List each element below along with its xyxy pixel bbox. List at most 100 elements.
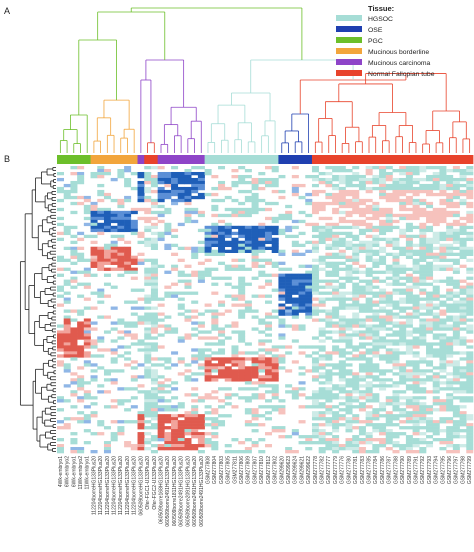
sample-label: GSM277797 bbox=[454, 456, 460, 484]
heatmap-cell bbox=[57, 354, 65, 358]
heatmap-cell bbox=[305, 276, 313, 280]
heatmap-cell bbox=[191, 420, 199, 424]
heatmap-cell bbox=[271, 231, 279, 236]
heatmap-cell bbox=[211, 228, 219, 233]
heatmap-cell bbox=[399, 267, 407, 271]
heatmap-cell bbox=[218, 261, 226, 265]
heatmap-cell bbox=[311, 411, 319, 415]
heatmap-cell bbox=[231, 237, 239, 242]
heatmap-cell bbox=[392, 402, 400, 406]
heatmap-cell bbox=[251, 351, 259, 355]
heatmap-cell bbox=[298, 210, 306, 215]
heatmap-cell bbox=[117, 198, 125, 203]
heatmap-cell bbox=[325, 318, 333, 322]
heatmap-cell bbox=[405, 348, 413, 352]
heatmap-cell bbox=[211, 249, 219, 253]
heatmap-cell bbox=[358, 291, 366, 295]
heatmap-cell bbox=[218, 246, 226, 251]
heatmap-cell bbox=[197, 195, 205, 200]
heatmap-cell bbox=[90, 354, 98, 358]
heatmap-cell bbox=[103, 219, 111, 224]
heatmap-cell bbox=[385, 213, 393, 218]
heatmap-cell bbox=[231, 210, 239, 215]
heatmap-cell bbox=[137, 435, 145, 439]
heatmap-cell bbox=[157, 396, 165, 400]
heatmap-cell bbox=[211, 240, 219, 245]
heatmap-cell bbox=[426, 252, 434, 256]
heatmap-cell bbox=[352, 450, 360, 454]
heatmap-cell bbox=[452, 447, 460, 451]
heatmap-cell bbox=[379, 423, 387, 427]
heatmap-cell bbox=[171, 282, 179, 286]
heatmap-cell bbox=[184, 315, 192, 319]
heatmap-cell bbox=[459, 342, 467, 346]
heatmap-cell bbox=[419, 450, 427, 454]
heatmap-cell bbox=[439, 366, 447, 370]
heatmap-cell bbox=[379, 171, 387, 176]
heatmap-cell bbox=[365, 384, 373, 388]
heatmap-cell bbox=[379, 213, 387, 218]
heatmap-cell bbox=[171, 330, 179, 334]
heatmap-cell bbox=[459, 306, 467, 310]
heatmap-cell bbox=[385, 411, 393, 415]
heatmap-cell bbox=[191, 166, 199, 170]
heatmap-cell bbox=[459, 399, 467, 403]
heatmap-cell bbox=[446, 213, 454, 218]
heatmap-cell bbox=[285, 435, 293, 439]
heatmap-cell bbox=[439, 357, 447, 361]
heatmap-cell bbox=[399, 186, 407, 191]
heatmap-cell bbox=[124, 399, 132, 403]
heatmap-cell bbox=[459, 387, 467, 391]
heatmap-cell bbox=[244, 267, 252, 271]
heatmap-cell bbox=[311, 303, 319, 307]
heatmap-cell bbox=[271, 216, 279, 221]
heatmap-cell bbox=[338, 291, 346, 295]
heatmap-cell bbox=[83, 342, 91, 346]
heatmap-cell bbox=[150, 450, 158, 454]
heatmap-cell bbox=[90, 240, 98, 245]
heatmap-cell bbox=[110, 369, 118, 373]
heatmap-cell bbox=[265, 246, 273, 251]
heatmap-cell bbox=[379, 369, 387, 373]
heatmap-cell bbox=[117, 171, 125, 176]
heatmap-cell bbox=[265, 417, 273, 421]
heatmap-cell bbox=[325, 231, 333, 236]
heatmap-cell bbox=[426, 375, 434, 379]
heatmap-cell bbox=[265, 207, 273, 212]
heatmap-cell bbox=[432, 312, 440, 316]
heatmap-cell bbox=[392, 333, 400, 337]
heatmap-cell bbox=[77, 309, 85, 313]
heatmap-cell bbox=[244, 243, 252, 248]
heatmap-cell bbox=[365, 342, 373, 346]
heatmap-cell bbox=[63, 351, 71, 355]
heatmap-cell bbox=[258, 171, 266, 176]
heatmap-cell bbox=[251, 228, 259, 233]
heatmap-cell bbox=[271, 249, 279, 253]
heatmap-cell bbox=[211, 342, 219, 346]
heatmap-cell bbox=[124, 330, 132, 334]
heatmap-cell bbox=[318, 228, 326, 233]
heatmap-cell bbox=[70, 270, 78, 274]
heatmap-cell bbox=[392, 348, 400, 352]
heatmap-cell bbox=[345, 444, 353, 448]
heatmap-cell bbox=[177, 186, 185, 191]
heatmap-cell bbox=[332, 384, 340, 388]
heatmap-cell bbox=[258, 381, 266, 385]
heatmap-cell bbox=[379, 381, 387, 385]
heatmap-cell bbox=[432, 279, 440, 283]
heatmap-cell bbox=[446, 198, 454, 203]
heatmap-cell bbox=[338, 330, 346, 334]
heatmap-cell bbox=[318, 204, 326, 209]
heatmap-cell bbox=[278, 249, 286, 253]
heatmap-cell bbox=[103, 282, 111, 286]
heatmap-cell bbox=[439, 246, 447, 251]
heatmap-cell bbox=[218, 219, 226, 224]
heatmap-cell bbox=[97, 294, 105, 298]
heatmap-cell bbox=[365, 267, 373, 271]
heatmap-cell bbox=[338, 366, 346, 370]
heatmap-cell bbox=[70, 438, 78, 442]
heatmap-cell bbox=[218, 186, 226, 191]
heatmap-cell bbox=[352, 255, 360, 259]
heatmap-cell bbox=[157, 438, 165, 442]
heatmap-cell bbox=[70, 166, 78, 170]
